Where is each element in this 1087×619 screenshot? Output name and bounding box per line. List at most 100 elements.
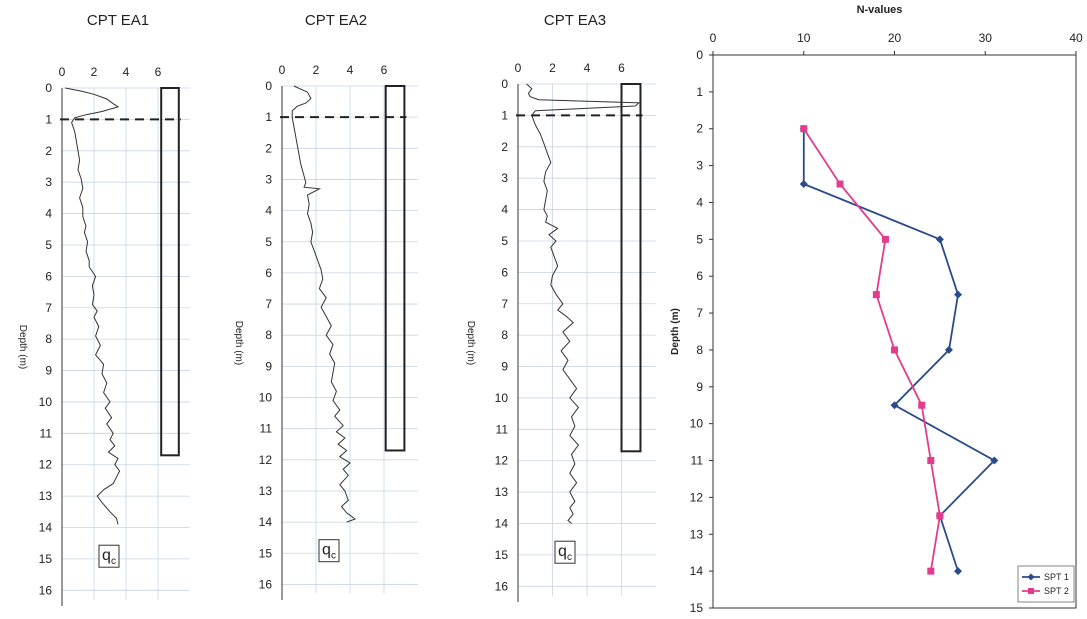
x-tick-label: 4 xyxy=(123,65,130,79)
y-tick-label: 1 xyxy=(696,85,703,99)
y-axis-label: Depth (m) xyxy=(465,321,476,365)
x-tick-label: 4 xyxy=(584,61,591,75)
chart-title: N-values xyxy=(857,4,903,16)
y-tick-label: 0 xyxy=(45,81,52,95)
plot-area xyxy=(712,54,1077,609)
y-tick-label: 9 xyxy=(265,359,272,373)
y-tick-label: 11 xyxy=(260,422,273,436)
x-tick-label: 4 xyxy=(347,63,354,77)
y-tick-label: 12 xyxy=(495,454,509,468)
y-tick-label: 8 xyxy=(696,343,703,357)
y-tick-label: 6 xyxy=(265,266,272,280)
y-tick-label: 10 xyxy=(690,417,704,431)
y-tick-label: 1 xyxy=(501,108,508,122)
y-tick-label: 13 xyxy=(495,485,509,499)
spt-1-point xyxy=(954,290,963,299)
y-tick-label: 0 xyxy=(501,77,508,91)
legend-marker xyxy=(1028,588,1034,594)
y-tick-label: 9 xyxy=(501,360,508,374)
spt-2-point xyxy=(872,291,880,299)
y-tick-label: 7 xyxy=(696,306,703,320)
chart-title: CPT EA2 xyxy=(305,12,367,29)
x-tick-label: 0 xyxy=(515,61,522,75)
y-tick-label: 12 xyxy=(39,458,53,472)
y-tick-label: 2 xyxy=(265,141,272,155)
spt-1-point xyxy=(990,456,999,465)
overlay-box xyxy=(620,83,642,453)
spt-2-point xyxy=(936,512,944,520)
y-tick-label: 15 xyxy=(690,601,704,615)
y-tick-label: 16 xyxy=(259,577,273,591)
x-tick-label: 2 xyxy=(91,65,98,79)
qc-label-subscript: c xyxy=(331,551,336,562)
y-tick-label: 8 xyxy=(265,328,272,342)
spt-2-point xyxy=(891,346,898,354)
y-tick-label: 14 xyxy=(495,517,509,531)
y-tick-label: 4 xyxy=(696,195,703,209)
x-tick-label: 30 xyxy=(979,31,993,45)
overlay-box xyxy=(384,85,406,452)
y-tick-label: 5 xyxy=(265,235,272,249)
qc-label-subscript: c xyxy=(111,556,116,567)
y-tick-label: 4 xyxy=(501,203,508,217)
y-tick-label: 11 xyxy=(496,422,509,436)
y-tick-label: 7 xyxy=(265,297,272,311)
qc-label-box xyxy=(554,540,576,564)
y-tick-label: 8 xyxy=(501,328,508,342)
x-tick-label: 2 xyxy=(549,61,556,75)
y-tick-label: 5 xyxy=(696,232,703,246)
y-tick-label: 3 xyxy=(45,175,52,189)
y-tick-label: 11 xyxy=(40,426,53,440)
spt-1-point xyxy=(935,235,944,244)
chart-title: CPT EA3 xyxy=(544,12,606,29)
qc-label: q xyxy=(102,547,111,564)
y-tick-label: 14 xyxy=(690,564,704,578)
x-tick-label: 20 xyxy=(888,31,902,45)
x-tick-label: 2 xyxy=(313,63,320,77)
y-tick-label: 14 xyxy=(259,515,273,529)
qc-profile-line xyxy=(526,83,641,524)
y-tick-label: 13 xyxy=(39,489,53,503)
spt-2-point xyxy=(918,401,926,409)
x-tick-label: 6 xyxy=(155,65,162,79)
y-tick-label: 3 xyxy=(501,171,508,185)
qc-label: q xyxy=(558,543,567,560)
spt-2-point xyxy=(881,235,889,243)
x-tick-label: 6 xyxy=(618,61,625,75)
y-tick-label: 6 xyxy=(501,265,508,279)
y-tick-label: 10 xyxy=(495,391,509,405)
y-tick-label: 8 xyxy=(45,332,52,346)
y-tick-label: 14 xyxy=(39,521,53,535)
y-tick-label: 15 xyxy=(39,552,53,566)
x-tick-label: 0 xyxy=(279,63,286,77)
y-tick-label: 13 xyxy=(690,527,704,541)
spt-2-point xyxy=(927,457,935,465)
x-tick-label: 6 xyxy=(381,63,388,77)
spt-1-point xyxy=(944,345,953,354)
y-tick-label: 15 xyxy=(259,546,273,560)
y-tick-label: 7 xyxy=(501,297,508,311)
qc-label-box xyxy=(318,539,340,563)
y-tick-label: 10 xyxy=(259,391,273,405)
x-tick-label: 40 xyxy=(1069,31,1083,45)
qc-profile-line xyxy=(65,87,121,525)
y-tick-label: 4 xyxy=(265,204,272,218)
y-tick-label: 2 xyxy=(45,144,52,158)
overlay-box xyxy=(160,87,180,457)
y-tick-label: 2 xyxy=(696,122,703,136)
y-tick-label: 15 xyxy=(495,548,509,562)
qc-label-subscript: c xyxy=(567,552,572,563)
x-tick-label: 0 xyxy=(710,31,717,45)
y-axis-label: Depth (m) xyxy=(17,325,28,369)
legend xyxy=(1017,565,1075,603)
y-tick-label: 10 xyxy=(39,395,53,409)
y-tick-label: 6 xyxy=(45,269,52,283)
spt-1-point xyxy=(890,401,899,410)
y-tick-label: 16 xyxy=(495,579,509,593)
y-tick-label: 1 xyxy=(45,112,52,126)
y-tick-label: 7 xyxy=(45,301,52,315)
y-tick-label: 11 xyxy=(691,454,704,468)
spt-2-point xyxy=(927,567,935,575)
